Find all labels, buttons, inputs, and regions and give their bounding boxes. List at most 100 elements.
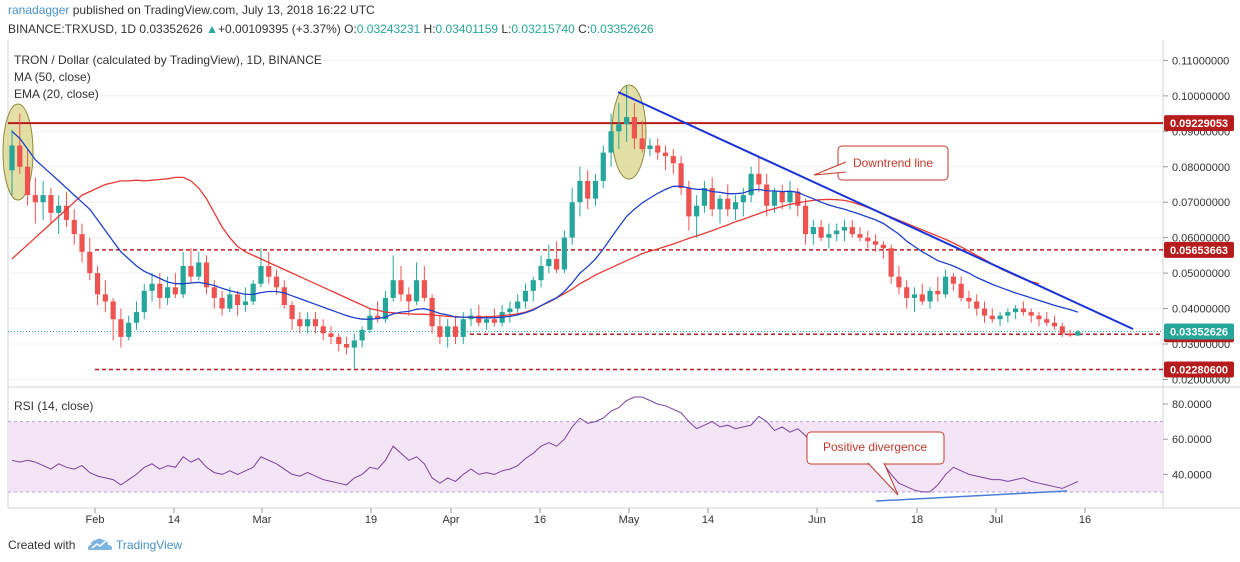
candle-body: [273, 276, 280, 288]
candle-body: [1051, 322, 1058, 327]
candle-body: [639, 138, 645, 150]
rsi-pane: 40.0000 60.0000 80.0000 RSI (14, close) Po…: [8, 396, 1212, 502]
last-price-tag: [1164, 323, 1234, 340]
candle-body: [997, 315, 1003, 320]
candle-body: [398, 280, 404, 295]
divergence-callout-pointer: [867, 462, 899, 496]
candle-body: [989, 315, 995, 320]
level-tag-label: 0.09229053: [1170, 118, 1228, 130]
candle-body: [258, 266, 264, 284]
tradingview-link[interactable]: TradingView: [116, 538, 183, 552]
candle-body: [219, 297, 225, 309]
candle-body: [678, 163, 684, 189]
candle-body: [616, 124, 622, 132]
candle-body: [981, 308, 988, 316]
candle-body: [406, 294, 412, 302]
high-value: 0.03401159: [435, 22, 499, 36]
candle-body: [196, 262, 202, 277]
rsi-axis: 40.0000 60.0000 80.0000: [1163, 399, 1212, 481]
ma-legend: MA (50, close): [14, 70, 91, 84]
candle-body: [911, 294, 918, 298]
chart-header: ranadagger published on TradingView.com,…: [0, 0, 1240, 40]
time-tick-label: 14: [168, 514, 180, 526]
price-pane-title: TRON / Dollar (calculated by TradingView…: [14, 53, 322, 67]
candle-body: [235, 294, 241, 306]
time-tick-label: 14: [702, 514, 714, 526]
candle-body: [561, 237, 567, 270]
candle-body: [522, 290, 529, 302]
rsi-tick-label: 60.0000: [1172, 434, 1212, 446]
candle-body: [24, 166, 31, 196]
candle-body: [165, 287, 171, 298]
candle-body: [1013, 308, 1019, 313]
candle-body: [732, 202, 739, 210]
price-chart[interactable]: Downtrend line TRON / Dollar (calculated…: [0, 40, 1240, 530]
low-label: L:: [501, 22, 512, 36]
downtrend-callout: Downtrend line: [813, 145, 949, 181]
candle-body: [686, 188, 692, 217]
level-tag-label: 0.05653663: [1170, 245, 1228, 257]
candle-body: [1067, 333, 1073, 336]
low-value: 0.03215740: [511, 22, 575, 36]
candle-body: [935, 290, 941, 295]
candle-body: [1044, 319, 1050, 323]
candle-body: [110, 301, 116, 320]
symbol-label: BINANCE:TRXUSD, 1D: [8, 22, 137, 36]
candle-body: [904, 287, 910, 298]
candle-body: [608, 131, 614, 153]
time-axis[interactable]: Feb 14 Mar 19 Apr 16 May 14 Jun 18 Jul 16: [86, 508, 1092, 526]
candle-body: [367, 315, 373, 330]
published-text: published on TradingView.com, July 13, 2…: [69, 3, 375, 17]
candle-body: [56, 205, 62, 213]
chart-grid: [8, 59, 1163, 380]
candle-body: [133, 312, 140, 323]
candle-body: [841, 227, 848, 231]
ema-legend: EMA (20, close): [14, 87, 99, 101]
candle-body: [585, 180, 591, 199]
candle-body: [756, 173, 762, 185]
rsi-tick-label: 40.0000: [1172, 469, 1212, 481]
candle-body: [476, 315, 482, 323]
candle-body: [17, 145, 23, 167]
rsi-band: [8, 421, 1163, 492]
candle-body: [413, 280, 420, 302]
time-tick-label: Feb: [86, 514, 105, 526]
candle-body: [289, 305, 295, 320]
candle-body: [297, 319, 303, 327]
candle-body: [725, 198, 731, 210]
candle-body: [569, 202, 575, 238]
candle-body: [227, 294, 233, 309]
candle-body: [281, 287, 287, 306]
divergence-callout: Positive divergence: [806, 431, 945, 496]
candle-body: [126, 322, 132, 337]
candle-body: [94, 273, 101, 295]
last-price-tag-label: 0.03352626: [1170, 327, 1228, 339]
quote-line: BINANCE:TRXUSD, 1D 0.03352626 ▲+0.001093…: [8, 22, 654, 36]
candle-body: [748, 173, 754, 196]
candle-body: [546, 258, 552, 267]
candle-body: [188, 266, 194, 277]
candle-body: [203, 262, 210, 288]
candle-body: [141, 290, 147, 313]
candle-body: [211, 287, 217, 298]
time-tick-label: Jun: [808, 514, 826, 526]
candle-body: [336, 336, 342, 345]
rsi-divergence-line: [875, 490, 1068, 502]
candle-body: [40, 195, 46, 203]
candle-body: [888, 248, 894, 277]
time-tick-label: May: [619, 514, 640, 526]
candle-body: [305, 319, 311, 327]
candle-body: [655, 145, 661, 153]
downtrend-callout-box: [837, 145, 949, 181]
candle-body: [802, 205, 809, 235]
candle-body: [709, 188, 715, 210]
candle-body: [63, 205, 70, 220]
candle-body: [429, 297, 435, 327]
open-label: O:: [344, 22, 357, 36]
tradingview-logo-icon[interactable]: [88, 536, 112, 552]
downtrend-line: [617, 91, 1134, 330]
downtrend-callout-pointer: [813, 161, 847, 176]
candle-body: [1005, 312, 1011, 316]
horizontal-levels: [8, 122, 1163, 371]
author-link[interactable]: ranadagger: [8, 3, 70, 17]
